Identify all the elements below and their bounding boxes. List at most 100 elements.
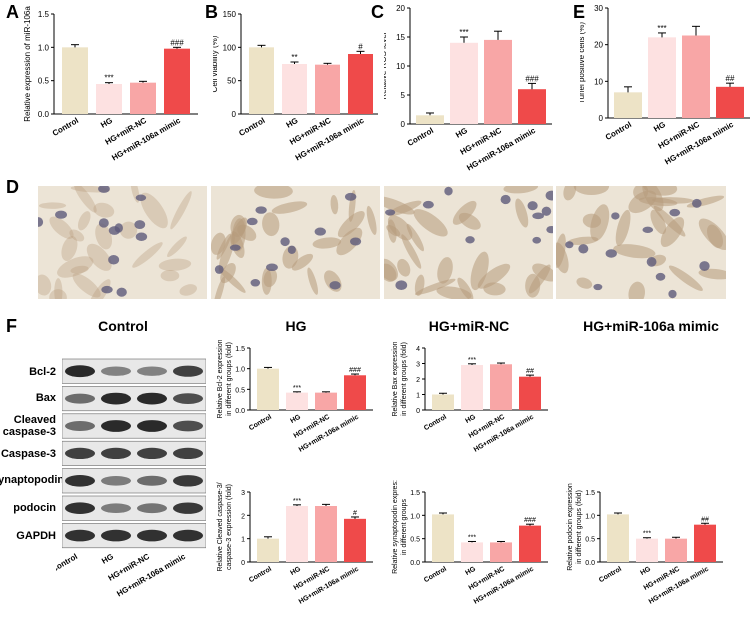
panel-letter-c: C bbox=[371, 2, 384, 22]
significance-label: ## bbox=[526, 368, 534, 375]
cell-process bbox=[436, 286, 472, 299]
category-label: Control bbox=[237, 116, 266, 138]
cell-process bbox=[158, 258, 192, 271]
category-label: Control bbox=[248, 414, 273, 433]
cell-process bbox=[95, 223, 113, 250]
cell-process bbox=[642, 186, 664, 212]
cell-process bbox=[698, 218, 726, 251]
y-tick-label: 1 bbox=[416, 393, 420, 400]
significance-label: ### bbox=[349, 367, 361, 374]
blot-band bbox=[101, 366, 131, 376]
y-tick-label: 50 bbox=[227, 77, 236, 86]
micrograph-hg bbox=[211, 186, 380, 299]
significance-label: *** bbox=[468, 357, 476, 364]
category-label: Control bbox=[604, 120, 633, 142]
y-axis-label: in different groups (fold) bbox=[401, 342, 408, 416]
blot-lane-label: HG+miR-106a mimic bbox=[115, 552, 187, 599]
nucleus bbox=[527, 201, 538, 211]
nucleus bbox=[314, 227, 326, 236]
category-label: HG bbox=[639, 565, 652, 577]
category-label: HG bbox=[289, 565, 302, 577]
bar bbox=[130, 82, 156, 114]
blot-band bbox=[65, 475, 95, 487]
y-tick-label: 0.5 bbox=[410, 537, 420, 544]
bar-chart-e: 0 10 20 30 Tunel positive cells (%) Control **… bbox=[580, 4, 750, 167]
bar bbox=[315, 64, 340, 114]
micrograph-hg-mir-nc bbox=[384, 186, 553, 299]
y-tick-label: 100 bbox=[223, 43, 237, 52]
cell-process bbox=[458, 212, 481, 230]
blot-lane-label: HG bbox=[100, 552, 115, 566]
cell-process bbox=[366, 205, 377, 235]
nucleus bbox=[692, 198, 702, 208]
y-tick-label: 0.0 bbox=[38, 110, 50, 119]
western-blot bbox=[62, 358, 206, 549]
cell-process bbox=[653, 205, 686, 237]
y-tick-label: 4 bbox=[416, 346, 420, 353]
cell-process bbox=[38, 202, 67, 209]
cell-process bbox=[93, 202, 115, 218]
blot-band bbox=[137, 392, 167, 405]
blot-band bbox=[137, 475, 167, 486]
y-axis-label: Relative synaptopodin expres: bbox=[392, 480, 399, 574]
bar bbox=[286, 506, 308, 562]
nucleus bbox=[444, 186, 453, 196]
cell-process bbox=[179, 284, 198, 296]
cell-process bbox=[576, 277, 593, 289]
blot-band bbox=[137, 447, 167, 459]
y-tick-label: 1.0 bbox=[585, 513, 595, 520]
bar-chart-bax: 0 1 2 3 4 Relative Bax expression in different… bbox=[392, 341, 548, 454]
y-tick-label: 0 bbox=[416, 408, 420, 415]
bar-chart-podocin: 0.0 0.5 1.0 1.5 Relative podocin expression i… bbox=[567, 483, 723, 606]
bar bbox=[694, 524, 716, 562]
y-axis-label: Relative podocin expression bbox=[567, 483, 574, 571]
cell-process bbox=[38, 274, 52, 296]
blot-label-gapdh: GAPDH bbox=[16, 530, 56, 542]
nucleus bbox=[255, 206, 267, 214]
cell-process bbox=[312, 237, 342, 249]
significance-label: *** bbox=[104, 74, 113, 83]
blot-band bbox=[65, 447, 95, 459]
cell-process bbox=[77, 211, 91, 231]
bar bbox=[490, 542, 512, 562]
nucleus bbox=[135, 194, 147, 202]
cell-process bbox=[515, 198, 529, 228]
bar bbox=[519, 376, 541, 410]
cell-process bbox=[160, 269, 180, 282]
bar bbox=[614, 92, 642, 118]
y-tick-label: 15 bbox=[396, 33, 405, 42]
cell-process bbox=[532, 263, 553, 282]
category-label: HG bbox=[99, 116, 114, 130]
y-tick-label: 0.5 bbox=[585, 537, 595, 544]
y-axis-label: in different groups bbox=[401, 499, 408, 555]
blot-band bbox=[101, 503, 131, 513]
micrograph-label-control: Control bbox=[98, 318, 148, 334]
y-tick-label: 1.0 bbox=[38, 43, 50, 52]
nucleus bbox=[98, 186, 110, 193]
cell-process bbox=[590, 204, 610, 242]
nucleus bbox=[344, 192, 357, 201]
nucleus bbox=[135, 232, 148, 241]
nucleus bbox=[395, 280, 408, 291]
micrograph-background bbox=[38, 186, 207, 299]
bar bbox=[344, 518, 366, 562]
nucleus bbox=[246, 217, 258, 226]
cell-process bbox=[337, 211, 365, 238]
y-tick-label: 3 bbox=[241, 490, 245, 497]
significance-label: *** bbox=[293, 385, 301, 392]
bar bbox=[432, 394, 454, 410]
nucleus bbox=[541, 206, 552, 216]
category-label: Control bbox=[406, 126, 435, 148]
nucleus bbox=[605, 249, 617, 258]
significance-label: *** bbox=[643, 531, 651, 538]
significance-label: *** bbox=[657, 24, 666, 33]
cell-process bbox=[291, 253, 314, 271]
nucleus bbox=[655, 272, 666, 281]
y-axis-label: Tunel positive cells (%) bbox=[580, 22, 586, 104]
y-tick-label: 2 bbox=[241, 513, 245, 520]
nucleus bbox=[38, 217, 44, 227]
blot-band bbox=[65, 529, 95, 542]
blot-band bbox=[173, 365, 203, 377]
y-axis-label: Relative expression of miR-106a bbox=[23, 6, 32, 122]
blot-band bbox=[101, 476, 131, 486]
